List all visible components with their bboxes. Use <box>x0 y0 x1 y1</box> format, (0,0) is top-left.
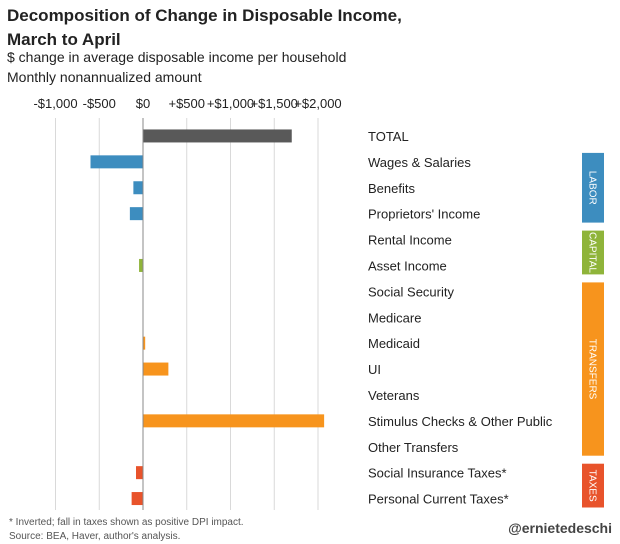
category-label: Stimulus Checks & Other Public <box>368 414 553 429</box>
category-label: Proprietors' Income <box>368 207 480 222</box>
group-label: LABOR <box>587 171 598 205</box>
bar <box>139 258 143 272</box>
footnote: * Inverted; fall in taxes shown as posit… <box>9 517 244 528</box>
x-tick-label: +$1,000 <box>207 96 254 111</box>
category-label: Veterans <box>368 388 420 403</box>
group-band <box>582 282 604 456</box>
category-label: Asset Income <box>368 258 447 273</box>
bar <box>143 336 146 350</box>
x-tick-label: +$1,500 <box>251 96 298 111</box>
bar <box>133 181 143 195</box>
chart-title: Decomposition of Change in Disposable In… <box>7 6 402 49</box>
category-label: Benefits <box>368 181 415 196</box>
group-label: TAXES <box>587 470 598 502</box>
category-label: Wages & Salaries <box>368 155 471 170</box>
bar <box>143 362 169 376</box>
bar <box>143 414 325 428</box>
x-tick-label: -$1,000 <box>33 96 77 111</box>
bar <box>90 155 143 169</box>
x-tick-label: $0 <box>136 96 150 111</box>
group-band <box>582 230 604 275</box>
chart-subtitle: $ change in average disposable income pe… <box>7 49 347 65</box>
category-label: Medicare <box>368 310 421 325</box>
x-tick-label: +$500 <box>168 96 205 111</box>
bar <box>131 492 143 506</box>
category-label: Other Transfers <box>368 440 459 455</box>
group-band <box>582 463 604 508</box>
category-label: UI <box>368 362 381 377</box>
category-label: Social Security <box>368 284 454 299</box>
category-label: TOTAL <box>368 129 409 144</box>
group-band <box>582 152 604 223</box>
chart-subtitle-2: Monthly nonannualized amount <box>7 69 202 85</box>
category-label: Medicaid <box>368 336 420 351</box>
group-label: TRANSFERS <box>587 339 598 400</box>
bar <box>136 466 143 480</box>
bar <box>143 129 292 143</box>
x-tick-label: +$2,000 <box>294 96 341 111</box>
category-label: Personal Current Taxes* <box>368 492 509 507</box>
x-tick-label: -$500 <box>83 96 116 111</box>
category-label: Social Insurance Taxes* <box>368 466 507 481</box>
author-credit: @ernietedeschi <box>508 520 612 536</box>
category-label: Rental Income <box>368 233 452 248</box>
bar <box>129 207 143 221</box>
source-note: Source: BEA, Haver, author's analysis. <box>9 531 181 542</box>
group-label: CAPITAL <box>587 232 598 273</box>
